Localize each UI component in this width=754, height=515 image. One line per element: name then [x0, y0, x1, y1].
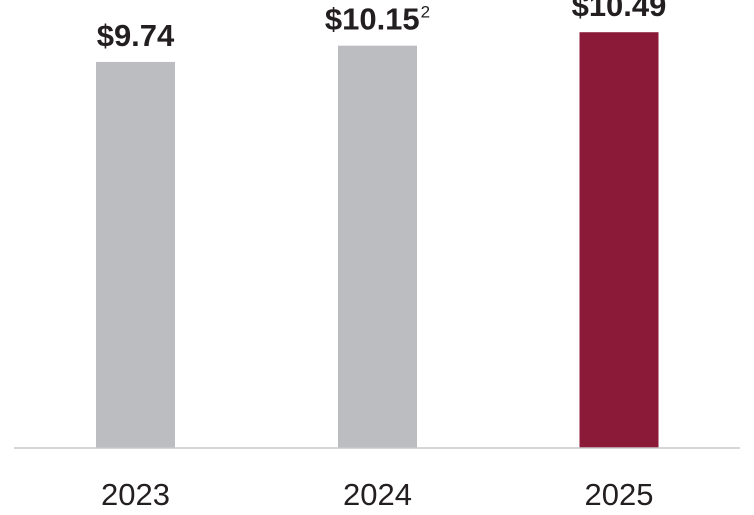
value-labels-layer: $9.74 $10.152 $10.49: [97, 0, 667, 53]
value-label-2025: $10.49: [572, 0, 667, 23]
value-label-2023: $9.74: [97, 18, 175, 53]
footnote-marker: 2: [421, 3, 430, 22]
value-label-text: $10.49: [572, 0, 667, 23]
category-label-2023: 2023: [101, 477, 170, 512]
value-label-text: $9.74: [97, 18, 175, 53]
category-labels-layer: 2023 2024 2025: [101, 477, 653, 512]
value-label-text: $10.15: [325, 2, 420, 37]
bar-2025: [579, 32, 659, 449]
bar-2023: [96, 61, 175, 448]
bars-layer: [96, 32, 659, 449]
value-label-2024: $10.152: [325, 2, 430, 37]
category-label-2025: 2025: [585, 477, 654, 512]
bar-2024: [338, 45, 417, 448]
category-label-2024: 2024: [343, 477, 412, 512]
